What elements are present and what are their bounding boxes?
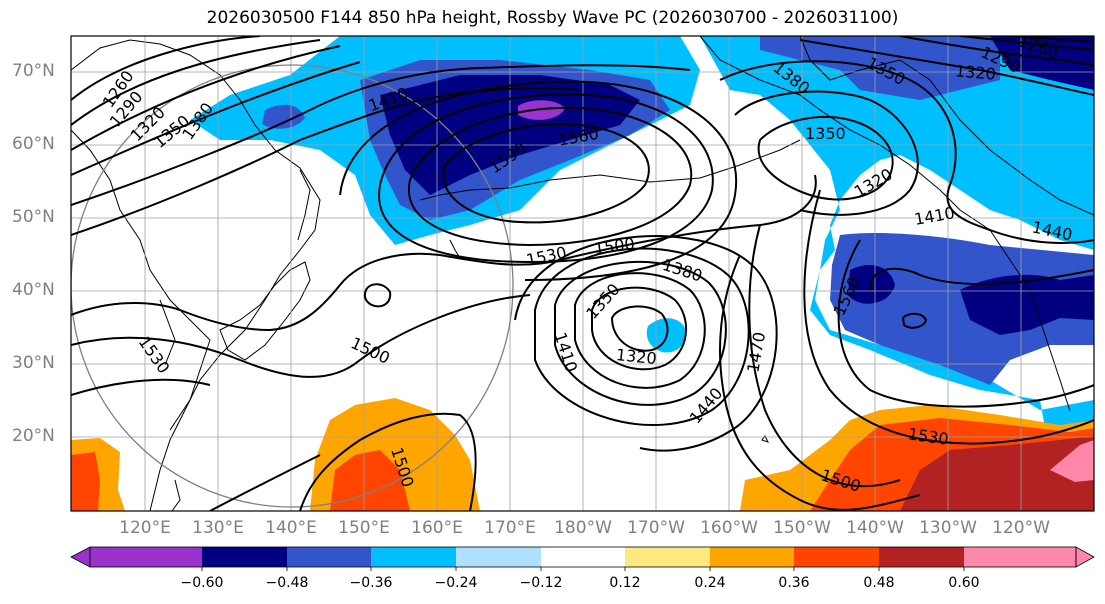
region-circle — [71, 64, 514, 508]
contour-label: 1350 — [805, 124, 846, 143]
colorbar-extend-high — [1075, 546, 1095, 568]
chart-title: 2026030500 F144 850 hPa height, Rossby W… — [206, 8, 899, 28]
colorbar-segment — [794, 547, 879, 567]
lon-label: 170°E — [484, 518, 536, 538]
lat-label: 40°N — [12, 280, 55, 300]
colorbar-segment — [371, 547, 456, 567]
colorbar-tick-label: 0.24 — [694, 575, 726, 591]
contour-label: 1320 — [615, 345, 657, 368]
lon-label: 120°W — [992, 518, 1050, 538]
lon-label: 180°W — [554, 518, 612, 538]
colorbar-tick-label: 0.60 — [948, 575, 980, 591]
lat-label: 60°N — [12, 134, 55, 154]
colorbar-segment — [964, 547, 1076, 567]
lon-label: 130°E — [192, 518, 244, 538]
colorbar — [70, 546, 1095, 571]
colorbar-segment — [541, 547, 625, 567]
lat-label: 30°N — [12, 353, 55, 373]
lat-label: 70°N — [12, 61, 55, 81]
lat-label: 20°N — [12, 426, 55, 446]
colorbar-segment — [287, 547, 371, 567]
lon-label: 130°W — [919, 518, 977, 538]
colorbar-segment — [202, 547, 287, 567]
colorbar-segment — [710, 547, 794, 567]
graticule — [71, 36, 1094, 511]
coastlines — [71, 36, 1094, 511]
colorbar-tick-label: 0.12 — [609, 575, 641, 591]
colorbar-segment — [625, 547, 710, 567]
lon-label: 160°E — [411, 518, 463, 538]
colorbar-tick-label: 0.48 — [863, 575, 895, 591]
map-frame — [70, 35, 1095, 512]
lon-label: 160°W — [700, 518, 758, 538]
colorbar-tick-label: −0.36 — [349, 575, 393, 591]
height-contours — [71, 36, 1094, 511]
colorbar-segment — [90, 547, 202, 567]
colorbar-segment — [456, 547, 541, 567]
colorbar-tick-label: −0.48 — [265, 575, 309, 591]
lon-label: 120°E — [119, 518, 171, 538]
contour-label: 1320 — [954, 61, 996, 83]
lon-label: 140°E — [265, 518, 317, 538]
colorbar-tick-label: −0.12 — [519, 575, 563, 591]
colorbar-extend-low — [70, 546, 91, 568]
lon-label: 140°W — [846, 518, 904, 538]
colorbar-tick-label: −0.24 — [434, 575, 478, 591]
colorbar-tick-label: 0.36 — [778, 575, 810, 591]
lon-label: 170°W — [627, 518, 685, 538]
positive-anomaly-subtropics — [71, 398, 1094, 511]
lon-label: 150°E — [338, 518, 390, 538]
colorbar-segment — [879, 547, 964, 567]
lat-label: 50°N — [12, 207, 55, 227]
lon-label: 150°W — [773, 518, 831, 538]
colorbar-tick-label: −0.60 — [180, 575, 224, 591]
